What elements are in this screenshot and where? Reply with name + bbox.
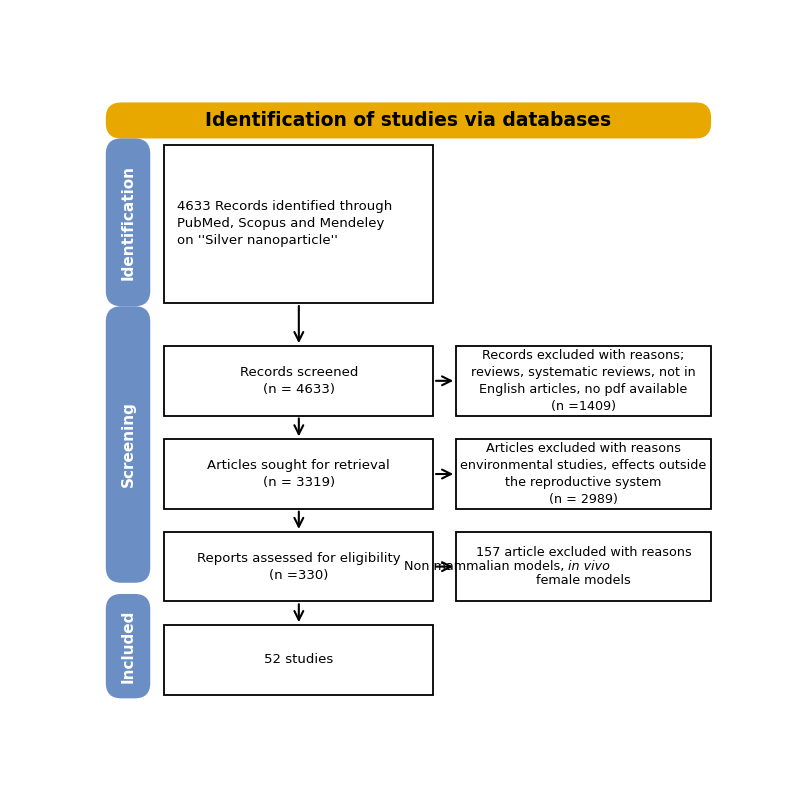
FancyBboxPatch shape bbox=[456, 346, 711, 416]
FancyBboxPatch shape bbox=[456, 439, 711, 509]
FancyBboxPatch shape bbox=[164, 346, 434, 416]
Text: Identification of studies via databases: Identification of studies via databases bbox=[206, 111, 611, 130]
Text: female models: female models bbox=[536, 575, 631, 587]
Text: Screening: Screening bbox=[120, 402, 135, 487]
FancyBboxPatch shape bbox=[164, 532, 434, 601]
Text: 52 studies: 52 studies bbox=[264, 654, 333, 667]
Text: Included: Included bbox=[120, 609, 135, 683]
Text: 157 article excluded with reasons: 157 article excluded with reasons bbox=[476, 546, 692, 558]
FancyBboxPatch shape bbox=[106, 139, 151, 306]
Text: Non mammalian models,: Non mammalian models, bbox=[404, 560, 568, 573]
FancyBboxPatch shape bbox=[164, 625, 434, 695]
Text: Articles excluded with reasons
environmental studies, effects outside
the reprod: Articles excluded with reasons environme… bbox=[461, 442, 707, 506]
FancyBboxPatch shape bbox=[164, 144, 434, 303]
Text: Records screened
(n = 4633): Records screened (n = 4633) bbox=[240, 366, 358, 395]
FancyBboxPatch shape bbox=[106, 306, 151, 583]
FancyBboxPatch shape bbox=[164, 439, 434, 509]
FancyBboxPatch shape bbox=[456, 532, 711, 601]
FancyBboxPatch shape bbox=[106, 102, 711, 139]
Text: 4633 Records identified through
PubMed, Scopus and Mendeley
on ''Silver nanopart: 4633 Records identified through PubMed, … bbox=[177, 200, 392, 248]
Text: Reports assessed for eligibility
(n =330): Reports assessed for eligibility (n =330… bbox=[197, 552, 401, 582]
Text: Records excluded with reasons;
reviews, systematic reviews, not in
English artic: Records excluded with reasons; reviews, … bbox=[471, 349, 696, 413]
Text: Identification: Identification bbox=[120, 165, 135, 280]
Text: in vivo: in vivo bbox=[568, 560, 610, 573]
FancyBboxPatch shape bbox=[106, 594, 151, 698]
Text: Articles sought for retrieval
(n = 3319): Articles sought for retrieval (n = 3319) bbox=[207, 459, 391, 489]
Text: Non mammalian models, in vivo: Non mammalian models, in vivo bbox=[481, 560, 687, 573]
